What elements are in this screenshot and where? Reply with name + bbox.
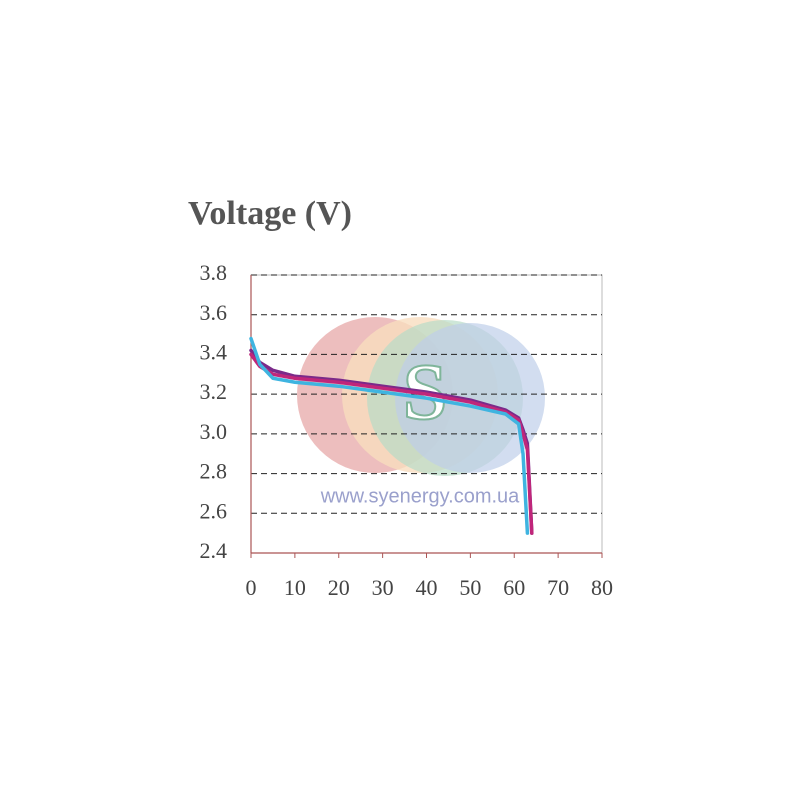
y-tick-label: 3.4 — [200, 339, 228, 364]
series-line — [249, 352, 534, 535]
x-tick-label: 80 — [591, 575, 613, 600]
y-tick-label: 2.6 — [200, 498, 228, 523]
y-tick-label: 3.2 — [200, 379, 228, 404]
x-tick-label: 40 — [416, 575, 438, 600]
x-tick-label: 0 — [246, 575, 257, 600]
series-line — [249, 336, 530, 535]
y-tick-label: 2.4 — [200, 538, 228, 563]
x-tick-label: 50 — [459, 575, 481, 600]
x-tick-label: 30 — [372, 575, 394, 600]
x-tick-label: 60 — [503, 575, 525, 600]
watermark: www.syenergy.com.ua — [320, 485, 520, 507]
x-tick-label: 10 — [284, 575, 306, 600]
chart-title: Voltage (V) — [188, 195, 352, 232]
y-tick-label: 3.0 — [200, 419, 228, 444]
y-tick-label: 2.8 — [200, 459, 228, 484]
y-tick-label: 3.8 — [200, 260, 228, 285]
x-tick-label: 70 — [547, 575, 569, 600]
y-tick-label: 3.6 — [200, 300, 228, 325]
x-tick-label: 20 — [328, 575, 350, 600]
